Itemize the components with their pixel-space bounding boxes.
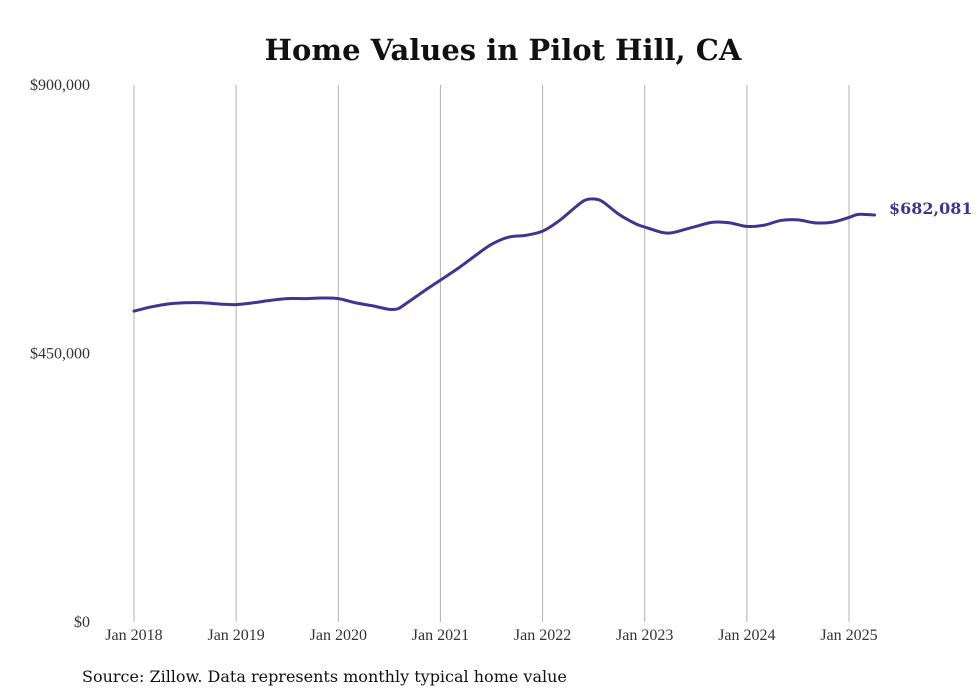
x-tick-label: Jan 2018 [105, 627, 162, 644]
series-line [132, 197, 877, 313]
y-axis-ticks: $0 $450,000 $900,000 [30, 77, 90, 631]
x-tick-label: Jan 2021 [412, 627, 469, 644]
x-tick-label: Jan 2023 [616, 627, 673, 644]
series-layer [132, 197, 877, 313]
y-tick-label: $900,000 [30, 77, 90, 94]
x-axis-ticks: Jan 2018 Jan 2019 Jan 2020 Jan 2021 Jan 2022… [105, 627, 877, 644]
gridlines [133, 85, 850, 622]
x-tick-label: Jan 2024 [718, 627, 775, 644]
x-tick-label: Jan 2022 [514, 627, 571, 644]
end-value-label: $682,081 [889, 199, 973, 218]
x-tick-label: Jan 2019 [207, 627, 264, 644]
x-tick-label: Jan 2020 [310, 627, 367, 644]
chart-title: Home Values in Pilot Hill, CA [265, 33, 742, 67]
x-tick-label: Jan 2025 [820, 627, 877, 644]
y-tick-label: $0 [74, 614, 90, 631]
source-note: Source: Zillow. Data represents monthly … [82, 667, 567, 686]
y-tick-label: $450,000 [30, 346, 90, 363]
